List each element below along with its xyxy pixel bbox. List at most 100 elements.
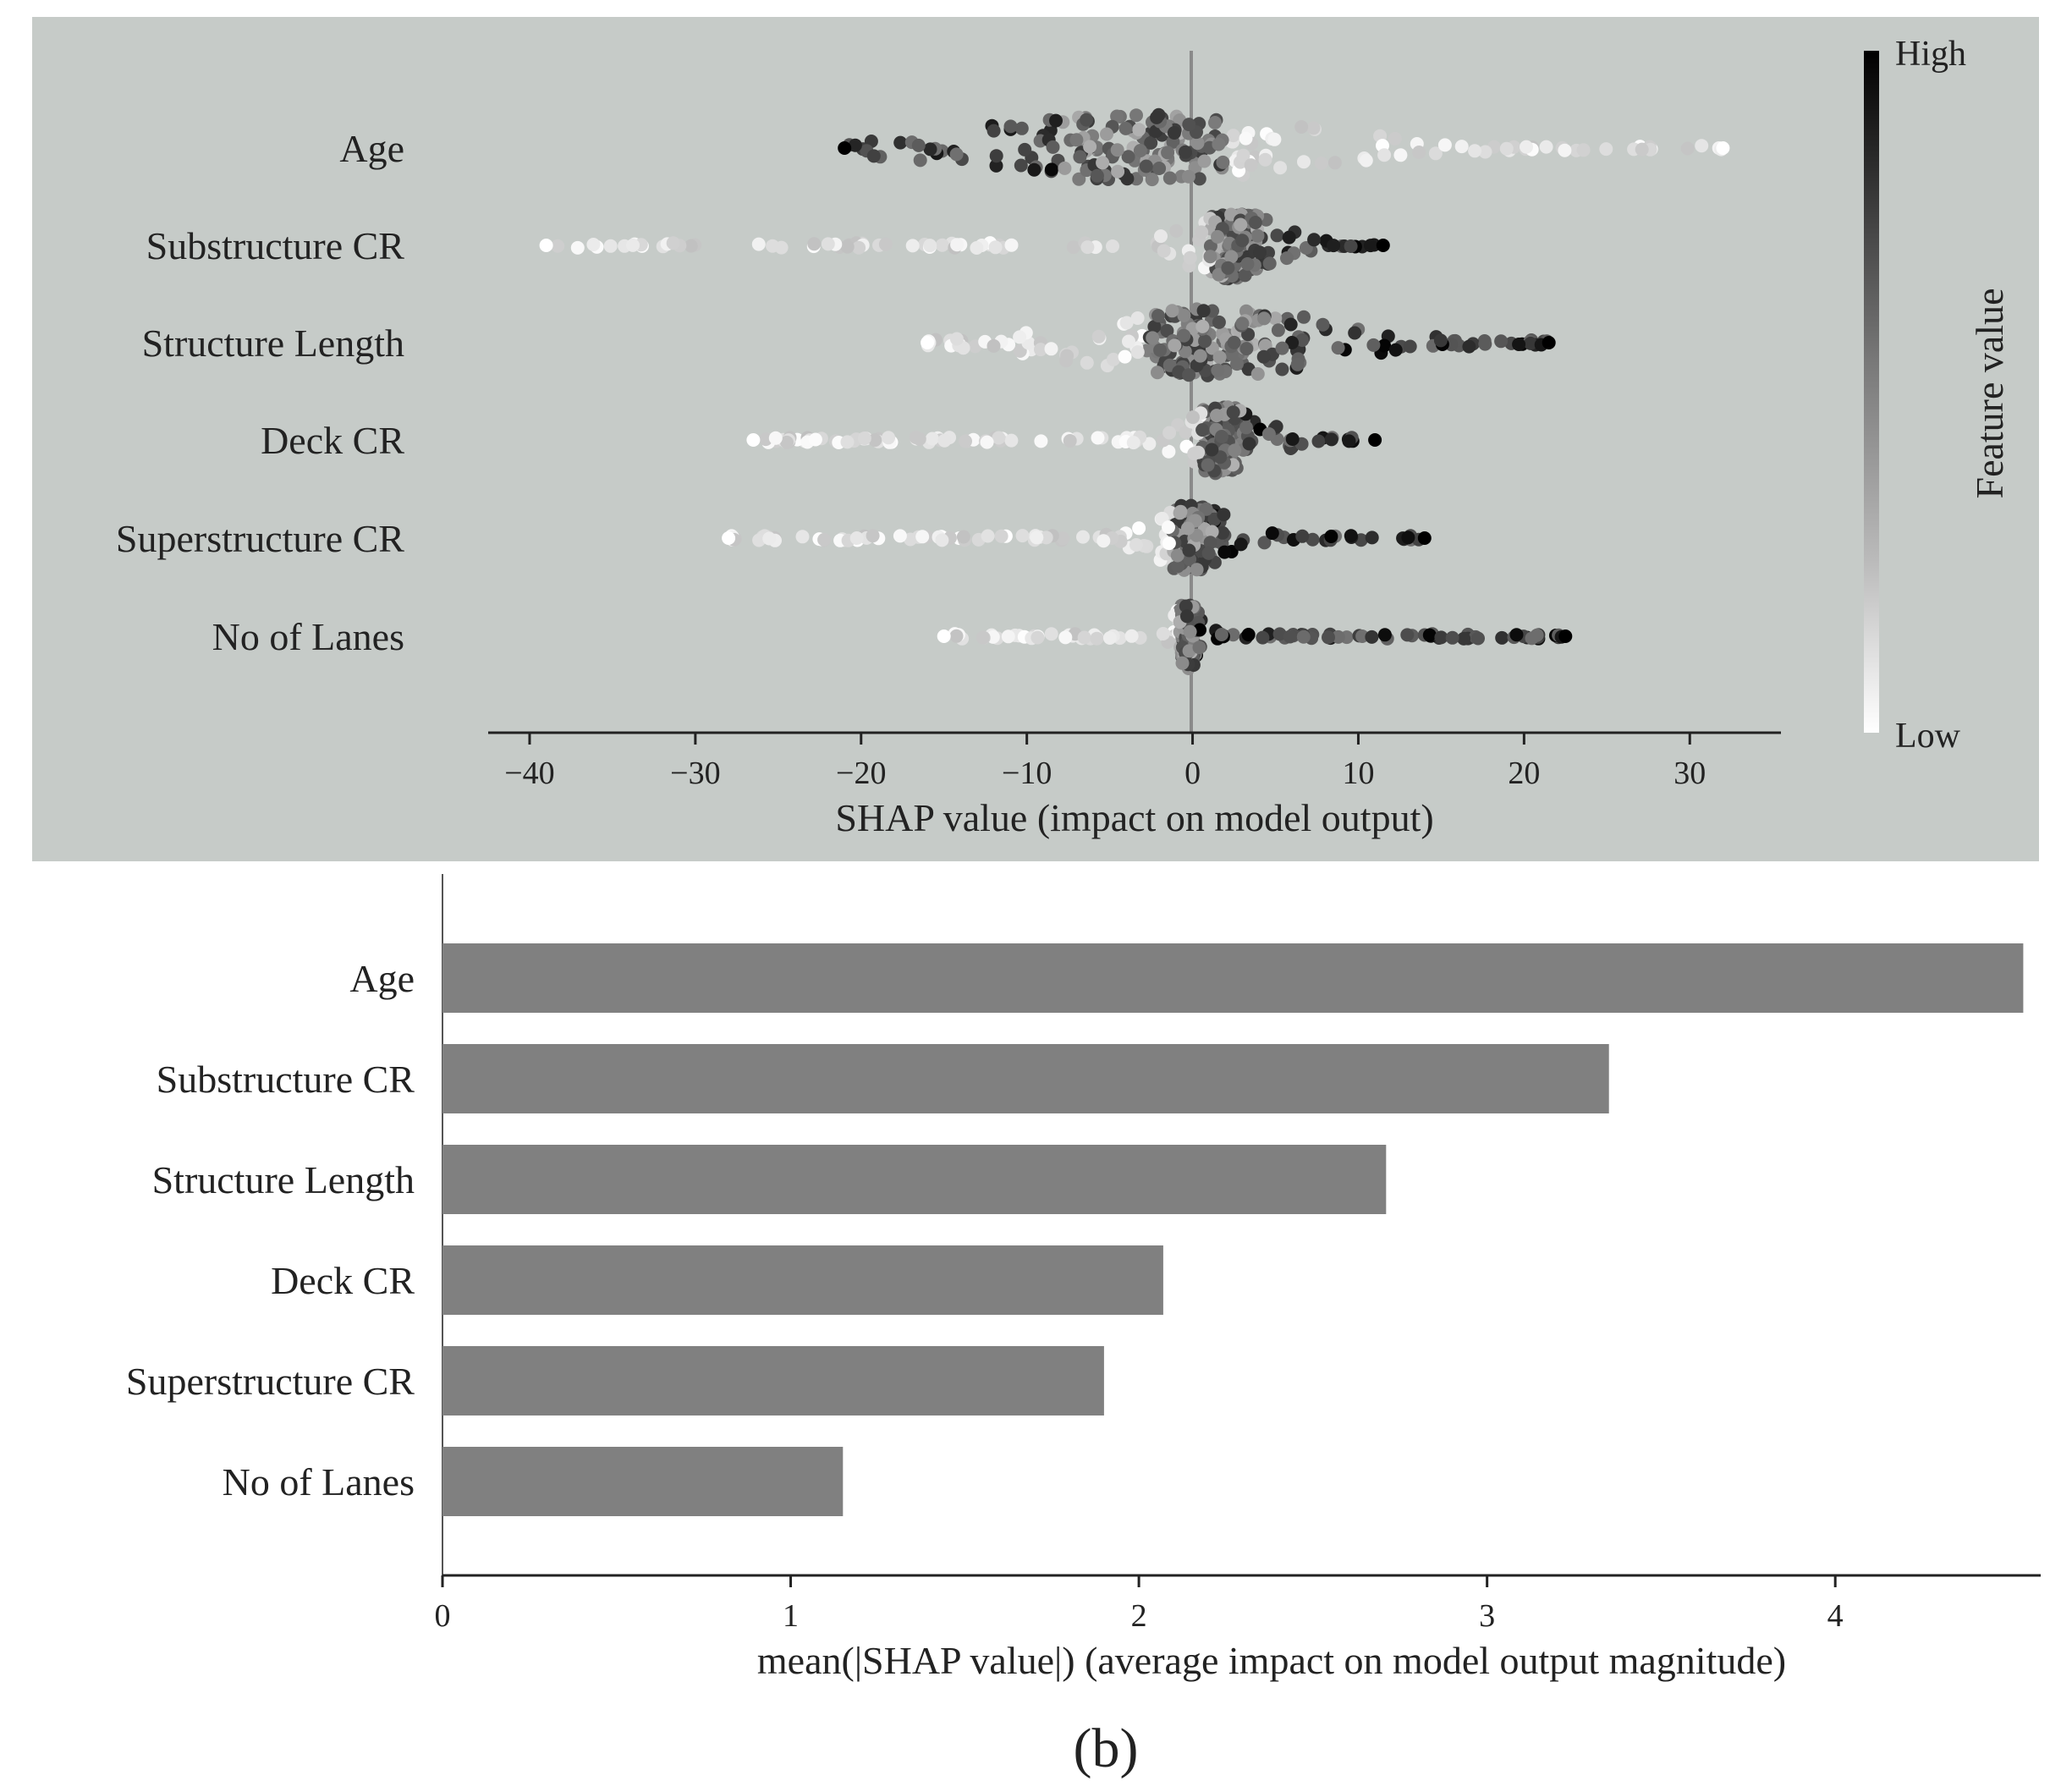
beeswarm-dot [1208, 116, 1222, 129]
beeswarm-dot [1322, 630, 1335, 645]
beeswarm-dot [1542, 336, 1556, 349]
beeswarm-dot [1196, 304, 1211, 318]
beeswarm-dot [1275, 362, 1289, 377]
colorbar-gradient [1864, 51, 1879, 733]
beeswarm-dot [1478, 337, 1492, 351]
beeswarm-dot [1183, 250, 1197, 265]
beeswarm-dot [1271, 323, 1285, 338]
beeswarm-dot [1162, 444, 1176, 459]
beeswarm-dot [1083, 140, 1097, 154]
beeswarm-dot [586, 238, 601, 251]
bar-substructure-cr [442, 1044, 1609, 1113]
beeswarm-dot [1265, 526, 1279, 541]
beeswarm-dot [1210, 409, 1223, 423]
beeswarm-dot [1376, 239, 1390, 252]
beeswarm-dot [1056, 531, 1070, 546]
colorbar: High Low Feature value [1864, 35, 2011, 756]
beeswarm-dot [1239, 131, 1253, 146]
bar-category-label-superstructure-cr: Superstructure CR [126, 1360, 415, 1403]
beeswarm-dot [949, 629, 964, 643]
beeswarm-dot [1046, 140, 1060, 154]
beeswarm-dot [1197, 154, 1212, 168]
beeswarm-dot [1422, 628, 1437, 642]
beeswarm-dot [1195, 423, 1210, 437]
beeswarm-dot [1044, 342, 1058, 356]
beeswarm-dot [1377, 338, 1392, 353]
beeswarm-dot [840, 239, 855, 254]
beeswarm-dot [1180, 609, 1194, 624]
beeswarm-dot [904, 532, 917, 547]
beeswarm-dot [1393, 148, 1408, 162]
beeswarm-dot [1107, 352, 1120, 366]
beeswarm-dot [795, 530, 810, 544]
beeswarm-dot [878, 237, 893, 251]
bar-x-tick-label: 2 [1131, 1598, 1147, 1634]
beeswarm-dot [980, 435, 994, 449]
beeswarm-dot [1162, 426, 1177, 440]
beeswarm-dot [1433, 333, 1448, 348]
beeswarm-dot [1096, 534, 1111, 548]
beeswarm-dot [1100, 127, 1113, 141]
colorbar-high-label: High [1895, 35, 1966, 74]
beeswarm-dot [913, 153, 927, 168]
beeswarm-dot [1004, 238, 1019, 252]
beeswarm-dot [1272, 627, 1287, 641]
beeswarm-dot [1680, 141, 1695, 156]
beeswarm-dot [989, 158, 1003, 173]
beeswarm-dot [976, 630, 990, 645]
beeswarm-dot [868, 433, 882, 448]
beeswarm-dot [1314, 157, 1328, 170]
beeswarm-dot [1283, 629, 1297, 644]
beeswarm-dot [937, 629, 951, 643]
beeswarm-dot [911, 138, 926, 152]
beeswarm-dot [1167, 126, 1181, 140]
beeswarm-dot [1217, 545, 1232, 559]
beeswarm-dot [1153, 343, 1168, 357]
beeswarm-dot [1080, 240, 1095, 255]
beeswarm-dot [1270, 228, 1284, 243]
beeswarm-dot [1280, 251, 1294, 266]
beeswarm-dot [1145, 173, 1159, 187]
beeswarm-dot [1401, 530, 1415, 545]
bar-x-tick-label: 1 [783, 1598, 799, 1634]
beeswarm-dot [1295, 333, 1310, 347]
beeswarm-dot [956, 530, 970, 544]
beeswarm-dot [1179, 599, 1193, 613]
beeswarm-dot [1509, 628, 1524, 642]
beeswarm-dot [1428, 146, 1443, 161]
beeswarm-dot [1234, 537, 1248, 552]
beeswarm-dot [1147, 320, 1162, 334]
beeswarm-dot [1239, 304, 1253, 318]
beeswarm-dot [1102, 631, 1117, 645]
bar-category-label-deck-cr: Deck CR [271, 1259, 415, 1302]
bar-superstructure-cr [442, 1346, 1104, 1415]
beeswarm-dot [959, 434, 972, 448]
beeswarm-dot [1457, 631, 1471, 646]
beeswarm-dot [1539, 140, 1553, 154]
bar-category-label-structure-length: Structure Length [152, 1158, 415, 1201]
beeswarm-dot [949, 332, 964, 346]
beeswarm-dot [1118, 121, 1133, 135]
beeswarm-dot [1014, 121, 1029, 135]
beeswarm-dot [1297, 310, 1311, 324]
beeswarm-dot [915, 530, 930, 544]
beeswarm-dot [1058, 630, 1073, 645]
beeswarm-dot [807, 237, 822, 251]
beeswarm-dot [1152, 162, 1167, 175]
figure-caption: (b) [1074, 1718, 1139, 1779]
bar-structure-length [442, 1145, 1387, 1214]
beeswarm-dot [1366, 338, 1381, 352]
beeswarm-dot [1187, 447, 1201, 461]
beeswarm-row-no-of-lanes [937, 598, 1573, 675]
beeswarm-dot [1146, 331, 1160, 345]
beeswarm-dot [1344, 529, 1358, 543]
beeswarm-dot [1454, 140, 1469, 154]
beeswarm-dot [1250, 367, 1265, 381]
beeswarm-dot [1296, 629, 1311, 644]
beeswarm-dot [1183, 624, 1197, 639]
beeswarm-dot [1144, 135, 1158, 150]
beeswarm-dot [1201, 458, 1215, 472]
beeswarm-dot [1311, 434, 1326, 448]
beeswarm-dot [1130, 345, 1145, 360]
beeswarm-dot [1215, 430, 1228, 443]
